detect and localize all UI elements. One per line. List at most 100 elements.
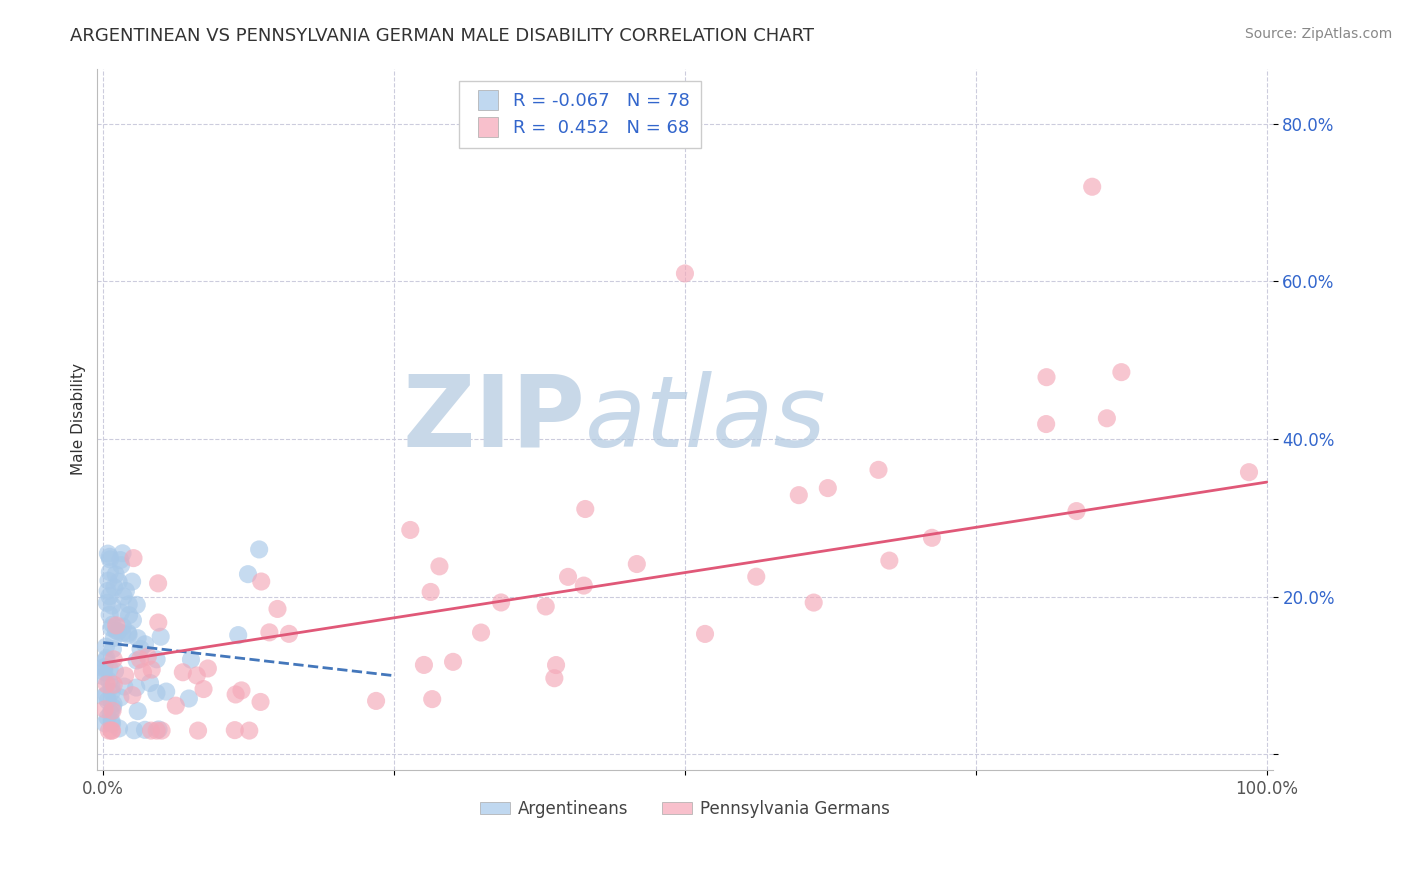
Point — [745, 570, 768, 584]
Text: atlas: atlas — [585, 371, 827, 467]
Point — [103, 652, 125, 666]
Point — [413, 657, 436, 672]
Point — [879, 553, 901, 567]
Point — [93, 690, 115, 704]
Point — [249, 695, 271, 709]
Point — [132, 665, 155, 680]
Point — [98, 549, 121, 564]
Point — [145, 723, 167, 738]
Point — [148, 615, 170, 630]
Point — [96, 677, 118, 691]
Point — [1066, 504, 1088, 518]
Point — [247, 542, 270, 557]
Point — [112, 680, 135, 694]
Point — [572, 578, 595, 592]
Point — [94, 640, 117, 654]
Point — [787, 488, 810, 502]
Point — [127, 631, 149, 645]
Point — [97, 547, 120, 561]
Point — [125, 598, 148, 612]
Point — [921, 531, 943, 545]
Point — [134, 637, 156, 651]
Point — [98, 589, 121, 603]
Point — [180, 652, 202, 666]
Text: ARGENTINEAN VS PENNSYLVANIA GERMAN MALE DISABILITY CORRELATION CHART: ARGENTINEAN VS PENNSYLVANIA GERMAN MALE … — [70, 27, 814, 45]
Point — [146, 576, 169, 591]
Point — [98, 607, 121, 622]
Point — [94, 716, 117, 731]
Point — [118, 598, 141, 612]
Point — [104, 664, 127, 678]
Point — [112, 590, 135, 604]
Point — [534, 599, 557, 614]
Point — [97, 583, 120, 598]
Point — [101, 723, 124, 738]
Point — [105, 618, 128, 632]
Point — [97, 723, 120, 738]
Point — [98, 565, 121, 579]
Point — [172, 665, 194, 680]
Point — [122, 551, 145, 566]
Point — [100, 685, 122, 699]
Point — [117, 626, 139, 640]
Point — [134, 723, 156, 737]
Point — [96, 710, 118, 724]
Point — [122, 613, 145, 627]
Point — [100, 706, 122, 720]
Point — [429, 559, 451, 574]
Point — [231, 683, 253, 698]
Y-axis label: Male Disability: Male Disability — [72, 363, 86, 475]
Point — [104, 567, 127, 582]
Point — [817, 481, 839, 495]
Point — [100, 714, 122, 729]
Point — [1111, 365, 1133, 379]
Point — [110, 606, 132, 620]
Point — [149, 630, 172, 644]
Point — [259, 625, 281, 640]
Point — [489, 595, 512, 609]
Point — [236, 567, 259, 582]
Point — [107, 624, 129, 639]
Point — [557, 570, 579, 584]
Point — [125, 681, 148, 695]
Point — [110, 553, 132, 567]
Point — [101, 717, 124, 731]
Point — [101, 704, 124, 718]
Point — [420, 692, 443, 706]
Point — [1095, 411, 1118, 425]
Point — [121, 688, 143, 702]
Point — [266, 602, 288, 616]
Point — [104, 624, 127, 638]
Point — [118, 608, 141, 623]
Point — [103, 697, 125, 711]
Point — [543, 671, 565, 685]
Point — [250, 574, 273, 589]
Point — [100, 621, 122, 635]
Point — [693, 627, 716, 641]
Point — [197, 661, 219, 675]
Legend: Argentineans, Pennsylvania Germans: Argentineans, Pennsylvania Germans — [472, 794, 897, 825]
Text: Source: ZipAtlas.com: Source: ZipAtlas.com — [1244, 27, 1392, 41]
Point — [139, 723, 162, 738]
Point — [127, 704, 149, 718]
Point — [101, 599, 124, 613]
Point — [91, 669, 114, 683]
Point — [544, 658, 567, 673]
Point — [187, 723, 209, 738]
Point — [225, 688, 247, 702]
Point — [139, 676, 162, 690]
Point — [399, 523, 422, 537]
Point — [111, 620, 134, 634]
Point — [165, 698, 187, 713]
Point — [101, 617, 124, 632]
Point — [238, 723, 260, 738]
Point — [868, 463, 890, 477]
Point — [96, 651, 118, 665]
Point — [1237, 465, 1260, 479]
Point — [470, 625, 492, 640]
Point — [186, 668, 208, 682]
Point — [1035, 417, 1057, 431]
Point — [101, 700, 124, 714]
Point — [141, 663, 163, 677]
Point — [278, 627, 301, 641]
